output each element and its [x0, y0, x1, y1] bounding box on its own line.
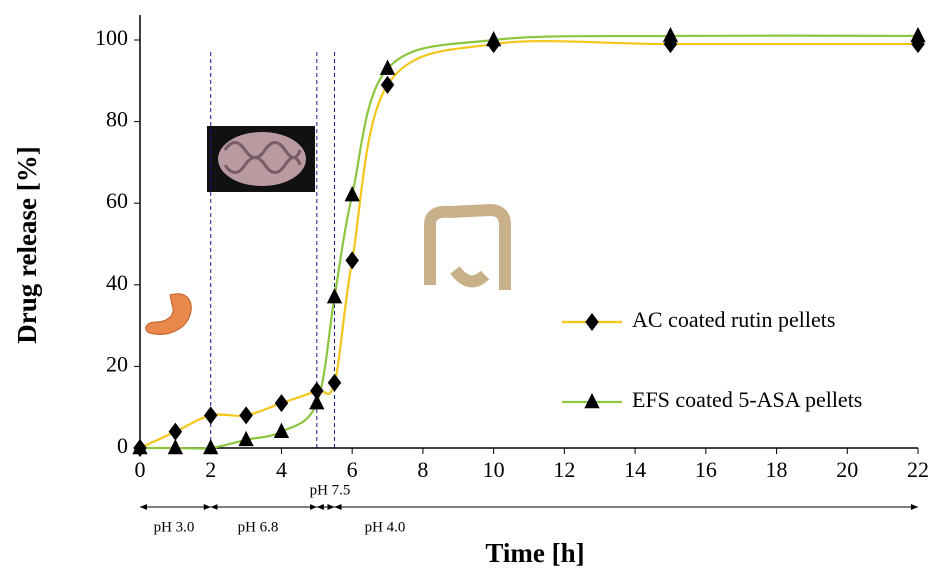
phase-label: pH 7.5: [310, 482, 351, 498]
y-axis-title: Drug release [%]: [12, 146, 42, 343]
data-point: [132, 439, 148, 455]
data-point: [274, 394, 289, 413]
x-tick-label: 10: [483, 457, 505, 482]
data-point: [167, 439, 184, 455]
x-tick-label: 16: [695, 457, 717, 482]
data-point: [203, 406, 218, 425]
legend-label: EFS coated 5-ASA pellets: [632, 387, 862, 412]
data-point: [239, 406, 253, 425]
phase-label: pH 4.0: [365, 519, 406, 535]
data-point: [380, 75, 395, 94]
y-tick-label: 40: [106, 270, 128, 295]
y-tick-label: 60: [106, 188, 128, 213]
data-point: [203, 439, 219, 455]
data-point: [310, 381, 324, 400]
data-point: [485, 31, 502, 47]
data-point: [309, 394, 325, 410]
data-point: [168, 422, 183, 441]
series-line: [140, 34, 919, 450]
y-tick-label: 20: [106, 351, 128, 376]
data-point: [273, 422, 290, 438]
data-point: [379, 59, 396, 75]
phase-label: pH 3.0: [154, 519, 195, 535]
x-tick-label: 20: [836, 457, 858, 482]
x-tick-label: 22: [907, 457, 929, 482]
data-point: [238, 430, 254, 447]
y-tick-label: 100: [95, 25, 128, 50]
x-tick-label: 18: [766, 457, 788, 482]
data-point: [345, 251, 359, 270]
x-tick-label: 12: [553, 457, 575, 482]
legend-marker: [585, 313, 599, 331]
data-point: [910, 26, 926, 43]
small-intestine-image: [207, 126, 315, 192]
x-tick-label: 2: [205, 457, 216, 482]
data-point: [662, 26, 679, 43]
data-point: [344, 186, 360, 202]
x-tick-label: 14: [624, 457, 646, 482]
x-tick-label: 0: [135, 457, 146, 482]
x-tick-label: 4: [276, 457, 287, 482]
x-axis-title: Time [h]: [485, 538, 584, 568]
colon-image: [424, 203, 511, 290]
data-point: [326, 288, 343, 304]
stomach-image: [145, 293, 192, 335]
series-line: [139, 39, 918, 449]
data-point: [327, 373, 342, 392]
x-tick-label: 8: [417, 457, 428, 482]
phase-label: pH 6.8: [238, 519, 279, 535]
x-tick-label: 6: [347, 457, 358, 482]
y-tick-label: 80: [106, 107, 128, 132]
y-tick-label: 0: [117, 433, 128, 458]
legend-label: AC coated rutin pellets: [632, 307, 835, 332]
legend-marker: [584, 393, 600, 409]
